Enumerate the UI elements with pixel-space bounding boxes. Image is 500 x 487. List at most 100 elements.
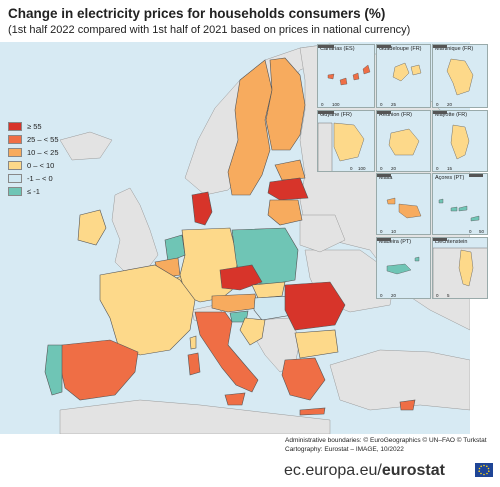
scale-start-label: 0 (436, 166, 439, 171)
country-hungary (253, 295, 293, 321)
inset-title: Guyane (FR) (320, 112, 352, 118)
island-sicily (224, 392, 246, 406)
scale-bar (433, 111, 447, 114)
scale-start-label: 0 (380, 229, 383, 234)
scale-bar (377, 45, 391, 48)
legend-label: 25 – < 55 (27, 134, 59, 144)
map-title: Change in electricity prices for househo… (8, 6, 386, 21)
legend-label: 0 – < 10 (27, 160, 55, 170)
map-subtitle: (1st half 2022 compared with 1st half of… (8, 24, 411, 36)
eu-flag-icon (475, 463, 493, 477)
island-shape (398, 203, 422, 219)
scale-start-label: 0 (380, 102, 383, 107)
scale-bar (433, 238, 447, 241)
credits-cartography: Cartography: Eurostat – IMAGE, 10/2022 (285, 446, 404, 453)
island-shape (388, 128, 420, 156)
legend-item: 0 – < 10 (8, 159, 59, 171)
country-ireland (77, 209, 107, 246)
scale-end-label: 10 (391, 229, 397, 234)
legend-label: -1 – < 0 (27, 173, 53, 183)
island-shape (327, 73, 335, 80)
country-france (99, 264, 196, 356)
country-lithuania (267, 199, 303, 226)
legend-swatch (8, 160, 22, 170)
scale-bar (377, 111, 391, 114)
inset-title: Guadeloupe (FR) (379, 46, 422, 52)
country-czechia (219, 264, 263, 291)
country-latvia (267, 177, 309, 201)
scale-bar (377, 238, 391, 241)
scale-end-label: 50 (479, 229, 485, 234)
country-greece (281, 357, 326, 401)
island-shape (438, 198, 444, 204)
country-austria (211, 293, 259, 313)
island-shape (392, 62, 410, 82)
island-shape (339, 77, 348, 86)
belarus-land (299, 214, 346, 253)
map-credits: Administrative boundaries: © EuroGeograp… (285, 436, 487, 454)
inset-title: Liechtenstein (435, 239, 468, 245)
inset-canarias: Canarias (ES) 0 100 (317, 44, 375, 108)
scale-start-label: 0 (321, 102, 324, 107)
scale-start-label: 0 (436, 293, 439, 298)
inset-azores: Açores (PT) 0 50 (432, 173, 488, 235)
legend-swatch (8, 186, 22, 196)
iceland-land (59, 131, 113, 161)
inset-title: Réunion (FR) (379, 112, 413, 118)
country-slovakia (251, 281, 286, 299)
territory-guyane (333, 122, 365, 162)
footer-url-brand: eurostat (381, 462, 445, 479)
country-cyprus (399, 399, 416, 411)
legend-label: ≤ -1 (27, 186, 40, 196)
scale-end-label: 20 (391, 293, 397, 298)
scale-end-label: 100 (358, 166, 366, 171)
legend-item: -1 – < 0 (8, 172, 59, 184)
legend-item: 25 – < 55 (8, 133, 59, 145)
scale-start-label: 0 (380, 293, 383, 298)
inset-title: Martinique (FR) (435, 46, 474, 52)
country-denmark (191, 191, 213, 226)
island-shape (386, 197, 396, 205)
island-shape (362, 64, 371, 75)
island-shape (450, 206, 458, 212)
inset-title: Malta (379, 175, 393, 181)
country-romania (284, 281, 346, 331)
country-bulgaria (294, 329, 339, 359)
legend-label: 10 – < 25 (27, 147, 59, 157)
scale-bar (377, 174, 391, 177)
scale-end-label: 100 (332, 102, 340, 107)
island-shape (450, 124, 470, 160)
legend-item: 10 – < 25 (8, 146, 59, 158)
island-shape (386, 263, 412, 275)
scale-start-label: 0 (380, 166, 383, 171)
country-finland (265, 57, 306, 151)
island-sardinia (187, 352, 201, 376)
island-shape (470, 215, 480, 222)
island-shape (352, 72, 360, 81)
inset-mayotte: Mayotte (FR) 0 15 (432, 110, 488, 172)
inset-title: Madeira (PT) (379, 239, 412, 245)
legend-item: ≥ 55 (8, 120, 59, 132)
footer-url-prefix: ec.europa.eu/ (284, 462, 382, 479)
island-shape (446, 58, 474, 96)
island-crete (299, 407, 326, 416)
inset-madeira: Madeira (PT) 0 20 (376, 237, 431, 299)
country-italy (194, 311, 259, 393)
neighbour-land (318, 122, 333, 171)
inset-liechtenstein: Liechtenstein 0 5 (432, 237, 488, 299)
footer-url[interactable]: ec.europa.eu/eurostat (284, 462, 445, 480)
inset-guadeloupe: Guadeloupe (FR) 0 25 (376, 44, 431, 108)
inset-malta: Malta 0 10 (376, 173, 431, 235)
legend-swatch (8, 173, 22, 183)
country-sweden (227, 59, 273, 196)
legend-swatch (8, 147, 22, 157)
north-africa-land (59, 399, 331, 434)
inset-title: Açores (PT) (435, 175, 465, 181)
island-shape (414, 256, 420, 262)
country-portugal (44, 344, 63, 396)
credits-boundaries: Administrative boundaries: © EuroGeograp… (285, 437, 487, 444)
scale-start-label: 0 (469, 229, 472, 234)
island-shape (458, 205, 468, 212)
country-croatia (239, 317, 266, 346)
scale-start-label: 0 (436, 102, 439, 107)
